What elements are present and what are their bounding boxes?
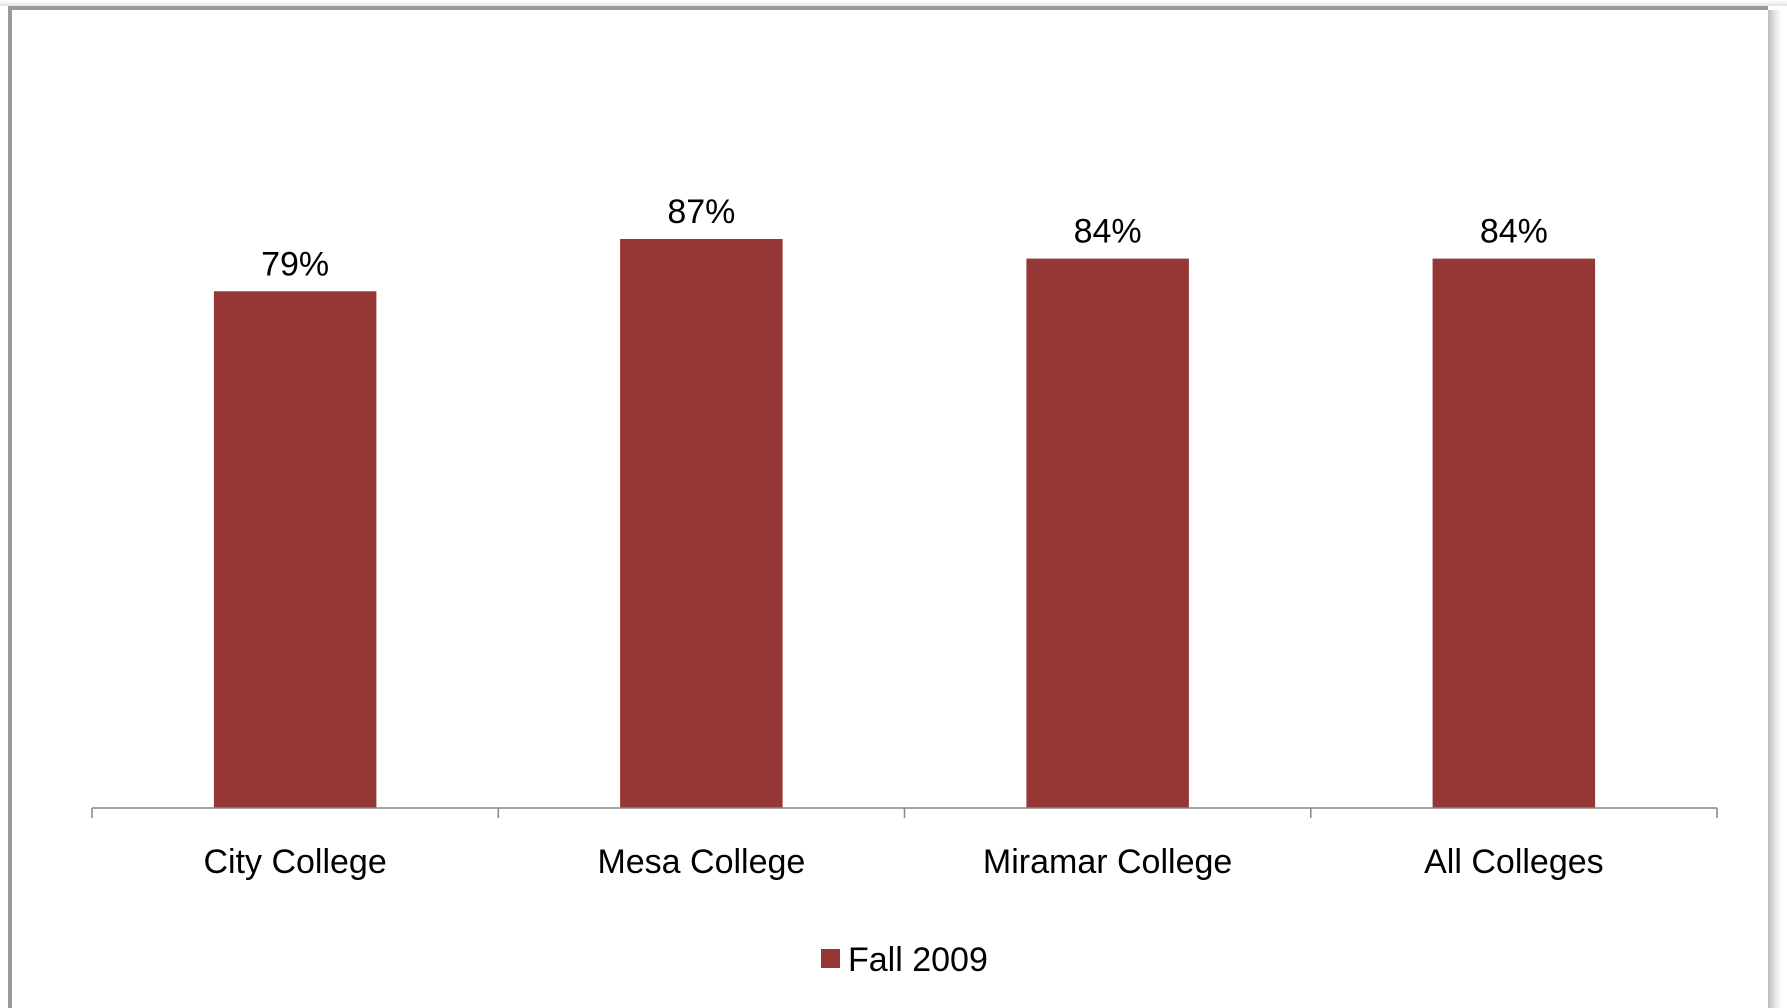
data-labels-layer: 79% 87% 84% 84% [261,193,1548,283]
bar-all-colleges [1432,258,1596,809]
frame-shadow-right [1768,10,1782,1008]
x-axis [91,807,1718,818]
bar-miramar-college [1026,258,1189,809]
legend: Fall 2009 [821,941,988,979]
data-label-miramar-college: 84% [1074,213,1142,251]
category-labels-layer: City College Mesa College Miramar College A… [203,843,1603,881]
legend-label-fall-2009: Fall 2009 [848,941,988,979]
category-label-all-colleges: All Colleges [1424,843,1604,881]
bar-mesa-college [620,239,783,808]
data-label-mesa-college: 87% [667,193,735,231]
bar-city-college [213,291,377,808]
category-label-city-college: City College [203,843,386,881]
data-label-all-colleges: 84% [1480,213,1548,251]
bars-layer [213,239,1596,809]
data-label-city-college: 79% [261,245,329,283]
frame-shadow-top [0,0,1787,6]
category-label-miramar-college: Miramar College [983,843,1232,881]
category-label-mesa-college: Mesa College [597,843,805,881]
legend-swatch-fall-2009 [821,949,840,968]
